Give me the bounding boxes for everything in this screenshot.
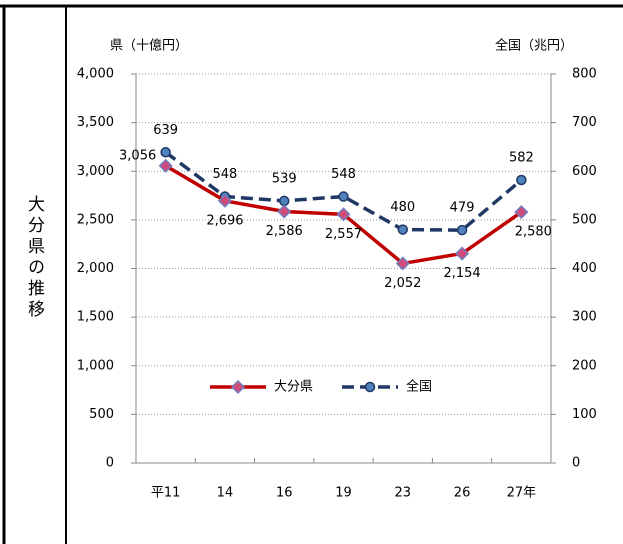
value-label: 2,154 — [443, 266, 480, 281]
legend-label: 大分県 — [274, 380, 313, 395]
y2-tick-label: 100 — [572, 407, 597, 422]
point — [514, 205, 529, 220]
point — [277, 204, 292, 219]
y2-tick-label: 500 — [572, 212, 597, 227]
value-label: 2,586 — [266, 224, 303, 239]
legend-marker — [364, 381, 376, 393]
point — [397, 224, 409, 235]
point — [158, 158, 173, 173]
value-label: 639 — [153, 123, 178, 138]
x-tick-label: 19 — [335, 486, 352, 501]
y2-tick-label: 700 — [572, 115, 597, 130]
y-tick-label: 1,000 — [77, 358, 114, 373]
y-tick-label: 2,500 — [77, 212, 114, 227]
y-tick-label: 3,500 — [77, 115, 114, 130]
value-label: 2,696 — [206, 213, 243, 228]
point — [160, 147, 171, 158]
y2-tick-label: 600 — [572, 164, 597, 179]
point — [217, 193, 232, 208]
point — [338, 191, 349, 202]
point — [278, 195, 290, 207]
y-tick-label: 3,000 — [77, 164, 114, 179]
y2-tick-label: 0 — [572, 456, 580, 471]
y-axis-title: 県（十億円） — [110, 38, 188, 54]
point — [516, 174, 527, 186]
y-tick-label: 2,000 — [77, 261, 114, 276]
y2-axis-title: 全国（兆円） — [495, 38, 573, 54]
value-label: 3,056 — [119, 148, 156, 163]
value-label: 548 — [213, 167, 238, 182]
side-label: 大分県の推移 — [24, 195, 44, 321]
value-label: 2,557 — [325, 227, 362, 242]
point — [455, 246, 470, 261]
value-label: 2,580 — [515, 225, 552, 240]
value-label: 480 — [390, 200, 415, 215]
value-label: 479 — [450, 201, 475, 216]
y2-tick-label: 800 — [572, 67, 597, 82]
point — [336, 207, 351, 222]
value-label: 582 — [509, 151, 534, 166]
point — [395, 256, 410, 271]
point — [456, 224, 468, 236]
legend-marker — [230, 379, 246, 395]
value-label: 539 — [272, 171, 297, 186]
value-label: 2,052 — [384, 276, 421, 291]
x-tick-label: 平11 — [151, 486, 181, 501]
y2-tick-label: 300 — [572, 310, 597, 325]
y2-tick-label: 200 — [572, 358, 597, 373]
y-tick-label: 1,500 — [77, 310, 114, 325]
x-tick-label: 27年 — [507, 486, 537, 501]
legend-label: 全国 — [406, 379, 432, 395]
x-tick-label: 16 — [276, 486, 293, 501]
y-tick-label: 0 — [106, 456, 114, 471]
x-tick-label: 14 — [217, 486, 234, 501]
value-label: 548 — [331, 167, 356, 182]
y2-tick-label: 400 — [572, 261, 597, 276]
x-tick-label: 23 — [395, 486, 412, 501]
y-tick-label: 4,000 — [77, 67, 114, 82]
x-tick-label: 26 — [454, 486, 471, 501]
y-tick-label: 500 — [89, 407, 114, 422]
